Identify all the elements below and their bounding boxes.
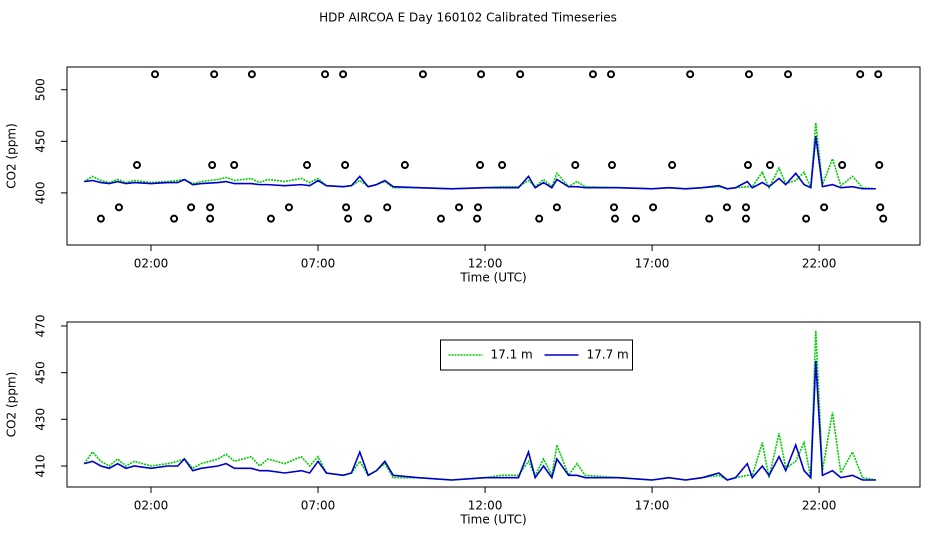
y-tick-label: 500 <box>34 78 48 101</box>
point <box>206 214 215 223</box>
x-tick-label: 22:00 <box>802 257 837 271</box>
point <box>722 203 731 212</box>
point <box>303 161 312 170</box>
point <box>418 70 427 79</box>
page-title: HDP AIRCOA E Day 160102 Calibrated Times… <box>319 11 617 25</box>
point <box>321 70 330 79</box>
point <box>342 203 351 212</box>
point <box>741 214 750 223</box>
x-tick-label: 12:00 <box>468 257 503 271</box>
point <box>187 203 196 212</box>
y-axis-label: CO2 (ppm) <box>5 372 19 438</box>
x-tick-label: 07:00 <box>301 257 336 271</box>
x-tick-label: 17:00 <box>635 499 670 513</box>
point <box>608 161 617 170</box>
legend-label: 17.7 m <box>587 348 629 362</box>
point <box>610 203 619 212</box>
y-axis-label: CO2 (ppm) <box>5 123 19 189</box>
point <box>474 203 483 212</box>
point <box>632 214 641 223</box>
point <box>649 203 658 212</box>
y-tick-label: 430 <box>34 408 48 431</box>
legend-label: 17.1 m <box>491 348 533 362</box>
x-tick-label: 02:00 <box>134 257 169 271</box>
point <box>114 203 123 212</box>
point <box>208 161 217 170</box>
point <box>477 70 486 79</box>
point <box>455 203 464 212</box>
point <box>284 203 293 212</box>
point <box>210 70 219 79</box>
point <box>820 203 829 212</box>
plot-frame <box>66 321 921 488</box>
point <box>473 214 482 223</box>
point <box>588 70 597 79</box>
point <box>875 161 884 170</box>
point <box>611 214 620 223</box>
point <box>498 161 507 170</box>
x-tick-label: 12:00 <box>468 499 503 513</box>
point <box>879 214 888 223</box>
point <box>705 214 714 223</box>
point <box>344 214 353 223</box>
point <box>476 161 485 170</box>
x-axis-label: Time (UTC) <box>459 513 526 527</box>
point <box>856 70 865 79</box>
point <box>838 161 847 170</box>
point <box>230 161 239 170</box>
point <box>516 70 525 79</box>
x-tick-label: 07:00 <box>301 499 336 513</box>
point <box>784 70 793 79</box>
x-tick-label: 17:00 <box>635 257 670 271</box>
point <box>876 203 885 212</box>
y-tick-label: 450 <box>34 130 48 153</box>
point <box>247 70 256 79</box>
plot-frame <box>66 66 921 246</box>
point <box>383 203 392 212</box>
point <box>668 161 677 170</box>
point <box>341 161 350 170</box>
x-axis-label: Time (UTC) <box>459 271 526 285</box>
point <box>802 214 811 223</box>
series-line <box>83 330 877 481</box>
point <box>607 70 616 79</box>
point <box>364 214 373 223</box>
series-line <box>83 360 876 481</box>
point <box>96 214 105 223</box>
point <box>552 203 561 212</box>
point <box>766 161 775 170</box>
point <box>132 161 141 170</box>
point <box>206 203 215 212</box>
point <box>744 70 753 79</box>
y-tick-label: 410 <box>34 455 48 478</box>
y-tick-label: 470 <box>34 315 48 338</box>
point <box>741 203 750 212</box>
point <box>874 70 883 79</box>
point <box>151 70 160 79</box>
y-tick-label: 450 <box>34 361 48 384</box>
point <box>436 214 445 223</box>
point <box>571 161 580 170</box>
point <box>743 161 752 170</box>
x-tick-label: 02:00 <box>134 499 169 513</box>
point <box>400 161 409 170</box>
series-line <box>83 122 876 190</box>
series-line <box>84 136 876 190</box>
point <box>266 214 275 223</box>
point <box>535 214 544 223</box>
x-tick-label: 22:00 <box>802 499 837 513</box>
point <box>170 214 179 223</box>
y-tick-label: 400 <box>34 181 48 204</box>
point <box>339 70 348 79</box>
point <box>686 70 695 79</box>
